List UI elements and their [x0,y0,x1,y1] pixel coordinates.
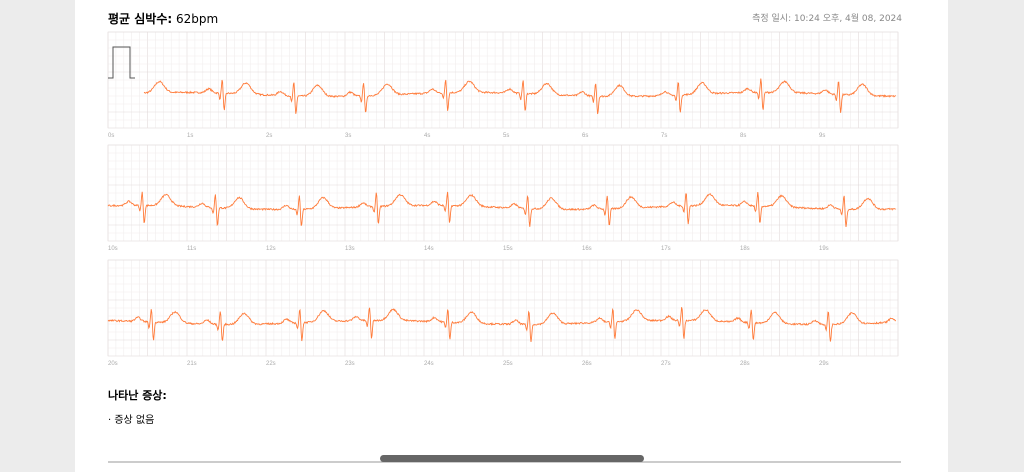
heart-rate-label: 평균 심박수: [108,11,172,26]
time-tick-label: 29s [819,361,829,367]
time-tick-label: 17s [661,246,671,252]
strip-frame [107,259,899,357]
time-tick-label: 18s [740,246,750,252]
heart-rate: 평균 심박수: 62bpm [108,11,218,26]
time-tick-label: 14s [424,246,434,252]
strip-frame [107,31,899,129]
report-panel [75,0,948,472]
time-tick-label: 5s [503,133,509,139]
time-tick-label: 11s [187,246,196,252]
time-tick-label: 27s [661,361,671,367]
symptom-item: · 증상 없음 [108,413,154,426]
calibration-pulse [108,46,135,79]
symptoms-title: 나타난 증상: [108,388,167,402]
ecg-strips: 0s 1s 2s 3s 4s 5s 6s 7s 8s 9s 10s 11s 12s 13s 14s 15s 16… [107,31,899,367]
time-tick-label: 13s [345,246,355,252]
time-tick-label: 4s [424,133,430,139]
time-tick-label: 25s [503,361,513,367]
time-tick-label: 10s [108,246,118,252]
time-tick-label: 19s [819,246,829,252]
strip-frame [107,144,899,242]
time-tick-label: 9s [819,133,825,139]
time-tick-label: 7s [661,133,667,139]
timestamp: 측정 일시: 10:24 오후, 4월 08, 2024 [752,12,902,24]
time-tick-label: 24s [424,361,434,367]
time-tick-label: 22s [266,361,276,367]
scrollbar[interactable] [380,455,644,462]
time-tick-label: 21s [187,361,197,367]
time-tick-label: 6s [582,133,588,139]
time-tick-label: 26s [582,361,592,367]
time-tick-label: 8s [740,133,746,139]
time-tick-label: 23s [345,361,355,367]
ecg-trace [107,191,896,228]
time-tick-label: 28s [740,361,750,367]
time-tick-label: 20s [108,361,118,367]
ecg-trace [143,78,897,115]
heart-rate-value: 62bpm [176,12,218,26]
time-tick-label: 0s [108,133,114,139]
time-tick-label: 2s [266,133,272,139]
time-tick-label: 3s [345,133,351,139]
ecg-trace [107,307,897,342]
time-tick-label: 16s [582,246,592,252]
time-tick-label: 1s [187,133,193,139]
time-tick-label: 15s [503,246,513,252]
time-tick-label: 12s [266,246,276,252]
